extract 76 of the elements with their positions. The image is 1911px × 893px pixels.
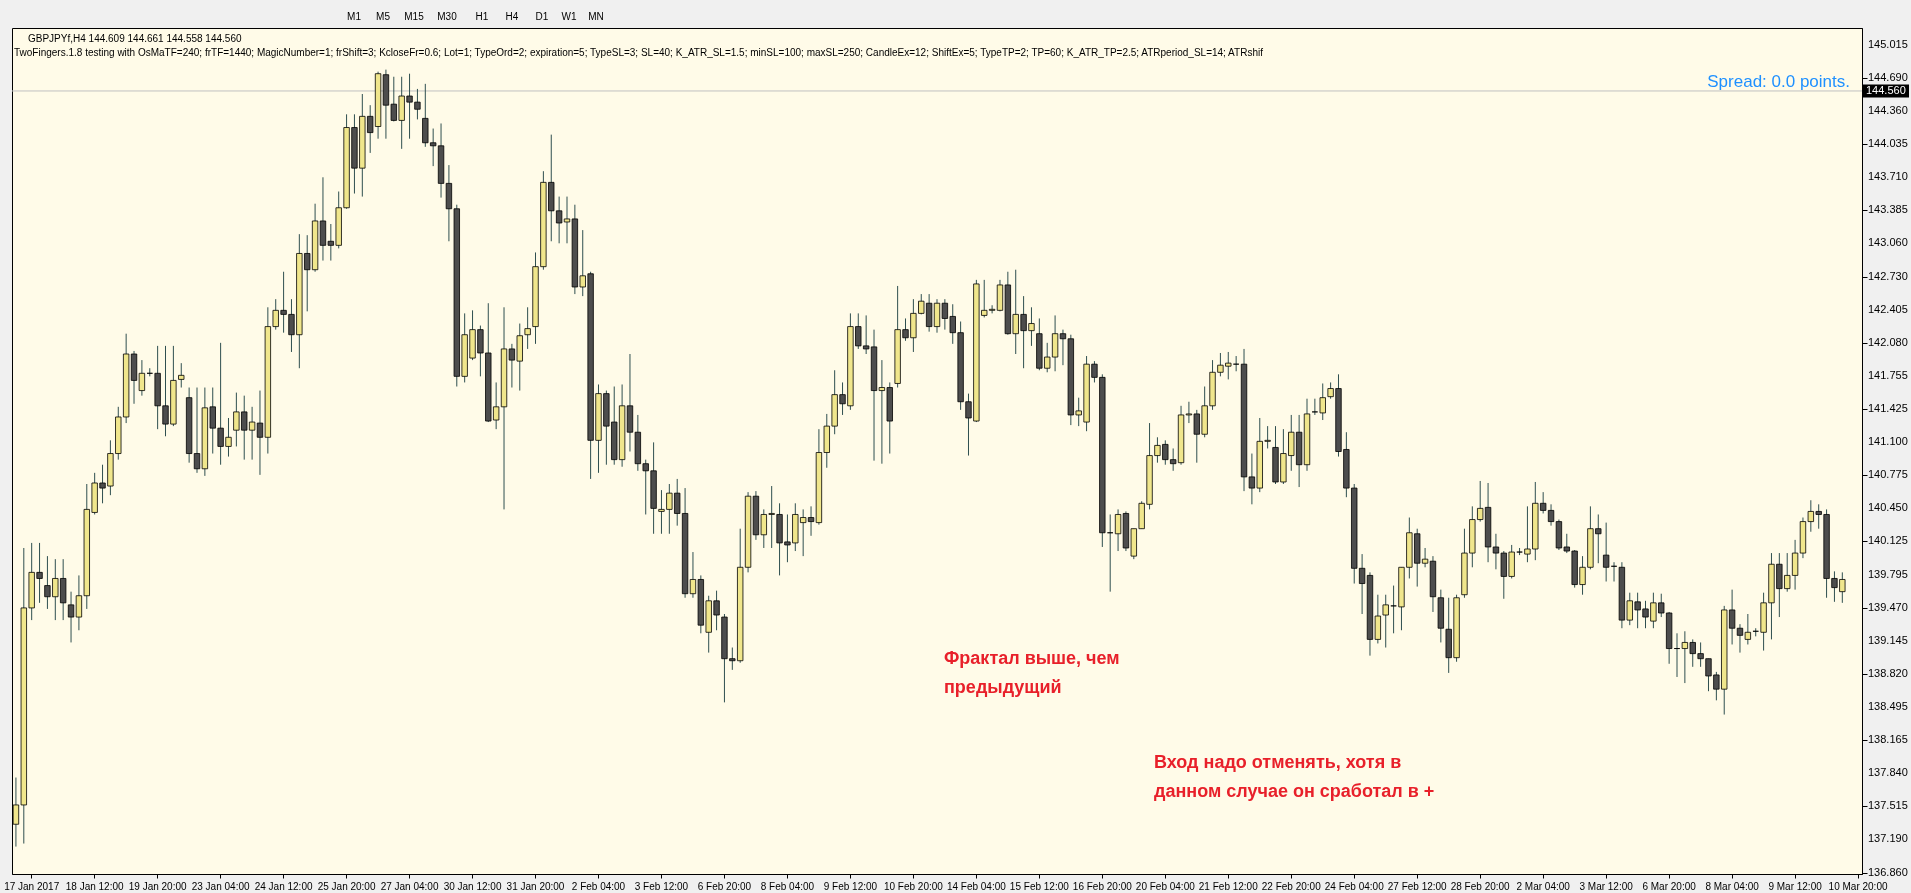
ref-line-label: 144.560	[1866, 83, 1906, 96]
x-tick-label: 28 Feb 20:00	[1450, 880, 1511, 892]
y-tick-label: 144.360	[1868, 104, 1908, 117]
x-tick-label: 10 Mar 20:00	[1828, 880, 1888, 892]
text: M15	[404, 11, 425, 22]
x-tick-label: 9 Mar 12:00	[1768, 880, 1823, 892]
y-tick-label: 140.125	[1868, 534, 1908, 547]
annotation: Вход надо отменять, хотя в данном случае он сработал в +	[1154, 752, 1435, 801]
y-tick-label: 144.690	[1868, 70, 1908, 83]
y-tick-label: 137.840	[1868, 766, 1908, 779]
y-tick-label: 141.100	[1868, 435, 1908, 448]
x-tick-label: 6 Feb 20:00	[697, 880, 752, 892]
y-tick-label: 138.820	[1868, 666, 1908, 679]
y-tick-label: 143.385	[1868, 203, 1908, 216]
y-tick-label: 142.405	[1868, 302, 1908, 315]
x-tick-label: 22 Feb 20:00	[1261, 880, 1322, 892]
text: H4	[505, 11, 519, 22]
y-tick-label: 139.795	[1868, 567, 1908, 580]
candlestick	[178, 362, 185, 389]
x-tick-label: 2 Feb 04:00	[571, 880, 626, 892]
annotation: Фрактал выше, чем предыдущий	[944, 648, 1120, 697]
y-tick-label: 142.080	[1868, 335, 1908, 348]
y-tick-label: 141.425	[1868, 402, 1908, 415]
y-tick-label: 140.775	[1868, 468, 1908, 481]
y-tick-label: 142.730	[1868, 269, 1908, 282]
annotation: TwoFingers.1.8 testing with OsMaTF=240; frTF=1440; MagicNumber=1; frShift=3; KcloseFr=0.6; Lot=1; TypeOrd=2; expiration=5; TypeSL=3; SL=40; K_ATR_SL=1.5; minSL=100; maxSL=250; CandleEx=12; ShiftEx=5; TypeTP=2; TP=60; K_ATR_TP=2.5; ATRperiod_SL=14; ATRshif	[14, 47, 1264, 58]
y-tick-label: 139.470	[1868, 600, 1908, 613]
x-tick-label: 24 Jan 12:00	[254, 880, 313, 892]
text: H1	[475, 11, 489, 22]
y-tick-label: 143.710	[1868, 170, 1908, 183]
y-tick-label: 138.495	[1868, 699, 1908, 712]
y-tick-label: 139.145	[1868, 633, 1908, 646]
y-tick-label: 136.860	[1868, 865, 1908, 878]
x-tick-label: 15 Feb 12:00	[1009, 880, 1070, 892]
x-tick-label: 2 Mar 04:00	[1516, 880, 1571, 892]
text: M5	[376, 11, 391, 22]
y-tick-label: 144.035	[1868, 137, 1908, 150]
y-tick-label: 138.165	[1868, 733, 1908, 746]
x-tick-label: 21 Feb 12:00	[1198, 880, 1259, 892]
x-tick-label: 6 Mar 20:00	[1642, 880, 1697, 892]
x-tick-label: 25 Jan 20:00	[317, 880, 376, 892]
y-tick-label: 140.450	[1868, 501, 1908, 514]
text: W1	[561, 11, 577, 22]
y-tick-label: 145.015	[1868, 37, 1908, 50]
x-tick-label: 9 Feb 12:00	[823, 880, 878, 892]
text: D1	[535, 11, 549, 22]
x-tick-label: 10 Feb 20:00	[883, 880, 944, 892]
x-tick-label: 16 Feb 20:00	[1072, 880, 1133, 892]
candlestick	[524, 306, 531, 350]
x-tick-label: 8 Feb 04:00	[760, 880, 815, 892]
x-tick-label: 27 Jan 04:00	[380, 880, 439, 892]
text: M1	[347, 11, 362, 22]
y-tick-label: 137.515	[1868, 799, 1908, 812]
x-tick-label: 23 Jan 04:00	[191, 880, 250, 892]
x-tick-label: 24 Feb 04:00	[1324, 880, 1385, 892]
x-tick-label: 27 Feb 12:00	[1387, 880, 1448, 892]
text: M30	[437, 11, 458, 22]
y-tick-label: 137.190	[1868, 832, 1908, 845]
candlestick	[1390, 585, 1397, 634]
x-tick-label: 14 Feb 04:00	[946, 880, 1007, 892]
y-tick-label: 141.755	[1868, 368, 1908, 381]
annotation: Spread: 0.0 points.	[1707, 72, 1850, 91]
x-tick-label: 8 Mar 04:00	[1705, 880, 1760, 892]
x-tick-label: 19 Jan 20:00	[128, 880, 187, 892]
x-tick-label: 17 Jan 2017	[4, 880, 60, 892]
candlestick	[67, 591, 75, 643]
y-tick-label: 143.060	[1868, 236, 1908, 249]
x-tick-label: 3 Mar 12:00	[1579, 880, 1634, 892]
annotation: GBPJPYf,H4 144.609 144.661 144.558 144.560	[28, 33, 242, 44]
x-tick-label: 3 Feb 12:00	[634, 880, 689, 892]
x-tick-label: 20 Feb 04:00	[1135, 880, 1196, 892]
text: MN	[588, 11, 604, 22]
x-tick-label: 18 Jan 12:00	[65, 880, 125, 892]
x-tick-label: 30 Jan 12:00	[443, 880, 502, 892]
x-tick-label: 31 Jan 20:00	[506, 880, 565, 892]
candlestick	[1114, 508, 1122, 552]
